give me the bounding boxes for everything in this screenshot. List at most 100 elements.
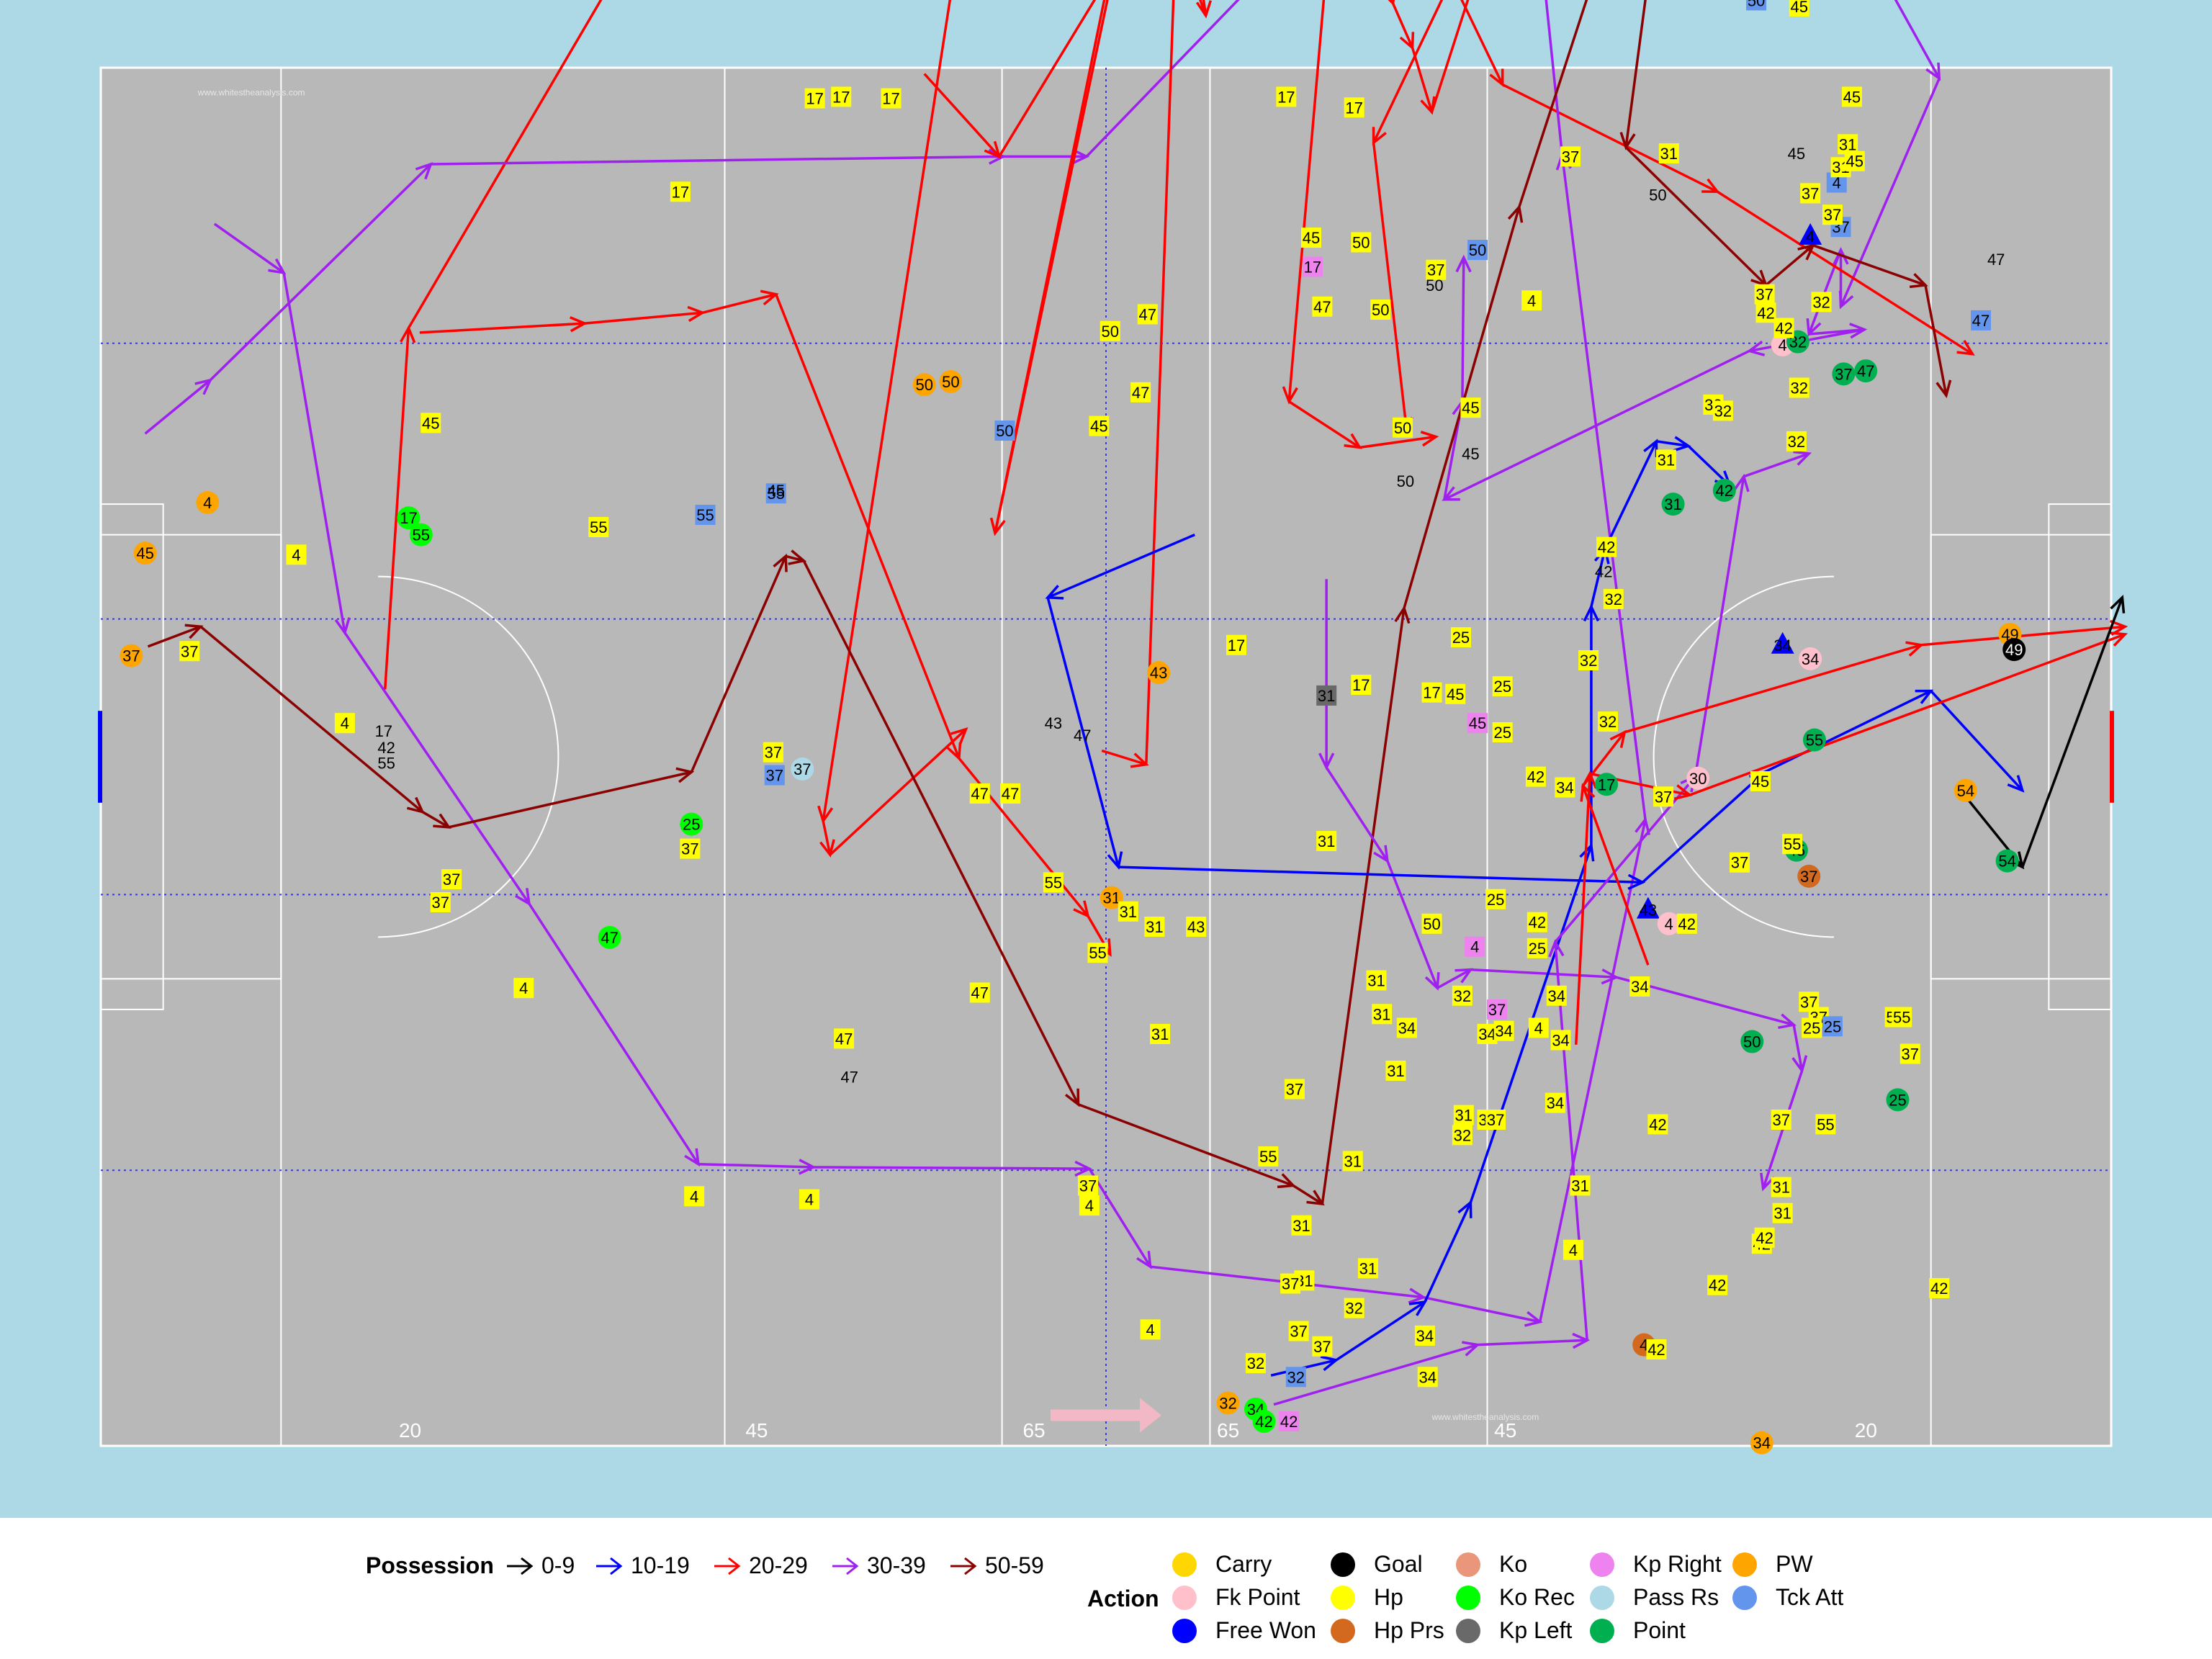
action-marker-point: 55 — [1802, 728, 1826, 752]
marker-label: 47 — [1987, 251, 2005, 269]
path-arrowhead — [675, 767, 695, 783]
path-segment — [1088, 1168, 1152, 1268]
marker-label: 37 — [1487, 1111, 1504, 1129]
marker-circle — [1799, 647, 1822, 670]
action-marker-hp: 47 — [1137, 304, 1158, 325]
marker-label: 4 — [203, 494, 212, 512]
goal-left — [98, 711, 102, 803]
marker-circle — [1712, 478, 1736, 502]
marker-square — [1344, 97, 1364, 118]
action-marker-hp: 4 — [1528, 1017, 1549, 1038]
marker-label: 4 — [1665, 915, 1673, 933]
action-marker-hp: 31 — [1342, 1151, 1363, 1172]
marker-label: 34 — [1416, 1327, 1434, 1345]
action-marker-hp: 45 — [1300, 228, 1321, 248]
marker-label: 32 — [1454, 1126, 1471, 1144]
action-marker-hp: 42 — [1755, 302, 1776, 323]
marker-square — [1452, 1125, 1473, 1146]
path-arrowhead — [1373, 845, 1390, 863]
action-marker-fk: 30 — [1686, 766, 1710, 790]
marker-label: 45 — [1469, 714, 1486, 732]
action-marker-hp: 34 — [1417, 1367, 1438, 1388]
marker-label: 37 — [1313, 1338, 1331, 1356]
action-marker-hp: 37 — [1899, 1043, 1920, 1064]
marker-square — [1226, 634, 1246, 655]
marker-label: 31 — [1102, 889, 1120, 907]
action-marker-hp: 31 — [1655, 449, 1676, 470]
action-marker-tck: 50 — [1467, 240, 1488, 261]
action-marker-hp: 31 — [1316, 830, 1337, 851]
path-segment — [1501, 83, 1718, 193]
action-marker-hp: 37 — [1284, 1079, 1305, 1100]
action-marker-hp: 32 — [1452, 985, 1473, 1006]
action-marker-hp: 47 — [969, 982, 990, 1003]
marker-square — [763, 742, 783, 763]
marker-label: 4 — [519, 979, 528, 997]
action-marker-hp: 37 — [1426, 259, 1447, 280]
action-marker-hp: 17 — [1226, 634, 1246, 655]
pass-path-4 — [213, 0, 1651, 1327]
marker-square — [765, 483, 786, 504]
action-marker-point: 47 — [1854, 359, 1878, 383]
marker-label: 47 — [1074, 727, 1091, 745]
action-marker-hp: 43 — [1186, 917, 1207, 938]
marker-label: 31 — [1772, 1179, 1789, 1197]
path-arrowhead — [1673, 784, 1693, 801]
marker-square — [1245, 1353, 1266, 1374]
marker-square — [1467, 240, 1488, 261]
path-arrowhead — [570, 316, 588, 333]
marker-label: 25 — [1824, 1017, 1841, 1035]
marker-square — [1285, 1367, 1306, 1388]
action-marker-tck: 47 — [1971, 310, 1992, 331]
pass-path-17c — [383, 325, 416, 690]
action-marker-tck: 50 — [1746, 0, 1767, 11]
path-segment — [1372, 143, 1408, 433]
action-marker-kp: 45 — [1467, 713, 1488, 734]
action-marker-hp: 32 — [1712, 400, 1733, 421]
marker-label: 43 — [1045, 714, 1062, 732]
path-arrowhead — [989, 517, 1006, 536]
marker-label: 17 — [882, 90, 899, 108]
marker-square — [680, 838, 701, 859]
path-segment — [1839, 78, 1941, 307]
action-marker-hp: 37 — [1729, 852, 1750, 873]
action-marker-hp: 31 — [1118, 901, 1138, 922]
marker-square — [1655, 449, 1676, 470]
marker-label: 37 — [1755, 286, 1773, 304]
pass-path-17b — [1282, 0, 1439, 449]
marker-square — [421, 413, 441, 433]
path-segment — [690, 555, 787, 773]
marker-circle — [1886, 1088, 1910, 1112]
marker-square — [1344, 1298, 1364, 1318]
path-arrowhead — [1849, 323, 1868, 339]
path-segment — [822, 0, 952, 822]
legend-possession-arrow — [832, 1557, 859, 1575]
marker-square — [1077, 1175, 1098, 1196]
marker-label: 50 — [1394, 419, 1411, 437]
action-marker-pw: 37 — [120, 644, 143, 667]
path-arrowhead — [1457, 1200, 1473, 1218]
marker-square — [799, 1189, 819, 1210]
path-segment — [1812, 244, 1926, 287]
path-segment — [584, 311, 703, 325]
path-segment — [448, 770, 692, 829]
legend-possession-label: 10-19 — [631, 1552, 690, 1578]
marker-label: 31 — [1318, 832, 1335, 850]
action-marker-hp: 37 — [763, 742, 783, 763]
marker-square — [1771, 1110, 1791, 1130]
action-marker-hp: 37 — [1288, 1321, 1309, 1341]
path-segment — [144, 379, 212, 435]
marker-square — [1089, 415, 1110, 436]
path-arrowhead — [1455, 968, 1473, 984]
action-marker-hp: 42 — [1707, 1274, 1728, 1295]
action-marker-txt: 42 — [377, 739, 395, 757]
marker-square — [1658, 143, 1679, 164]
marker-square — [1750, 771, 1771, 792]
marker-square — [1186, 917, 1207, 938]
marker-label: 37 — [181, 642, 198, 660]
marker-label: 47 — [971, 984, 989, 1002]
action-marker-tck: 37 — [764, 765, 785, 786]
action-marker-hp: 37 — [1312, 1336, 1333, 1357]
marker-label: 32 — [1791, 379, 1808, 397]
marker-label: 32 — [1247, 1354, 1264, 1372]
